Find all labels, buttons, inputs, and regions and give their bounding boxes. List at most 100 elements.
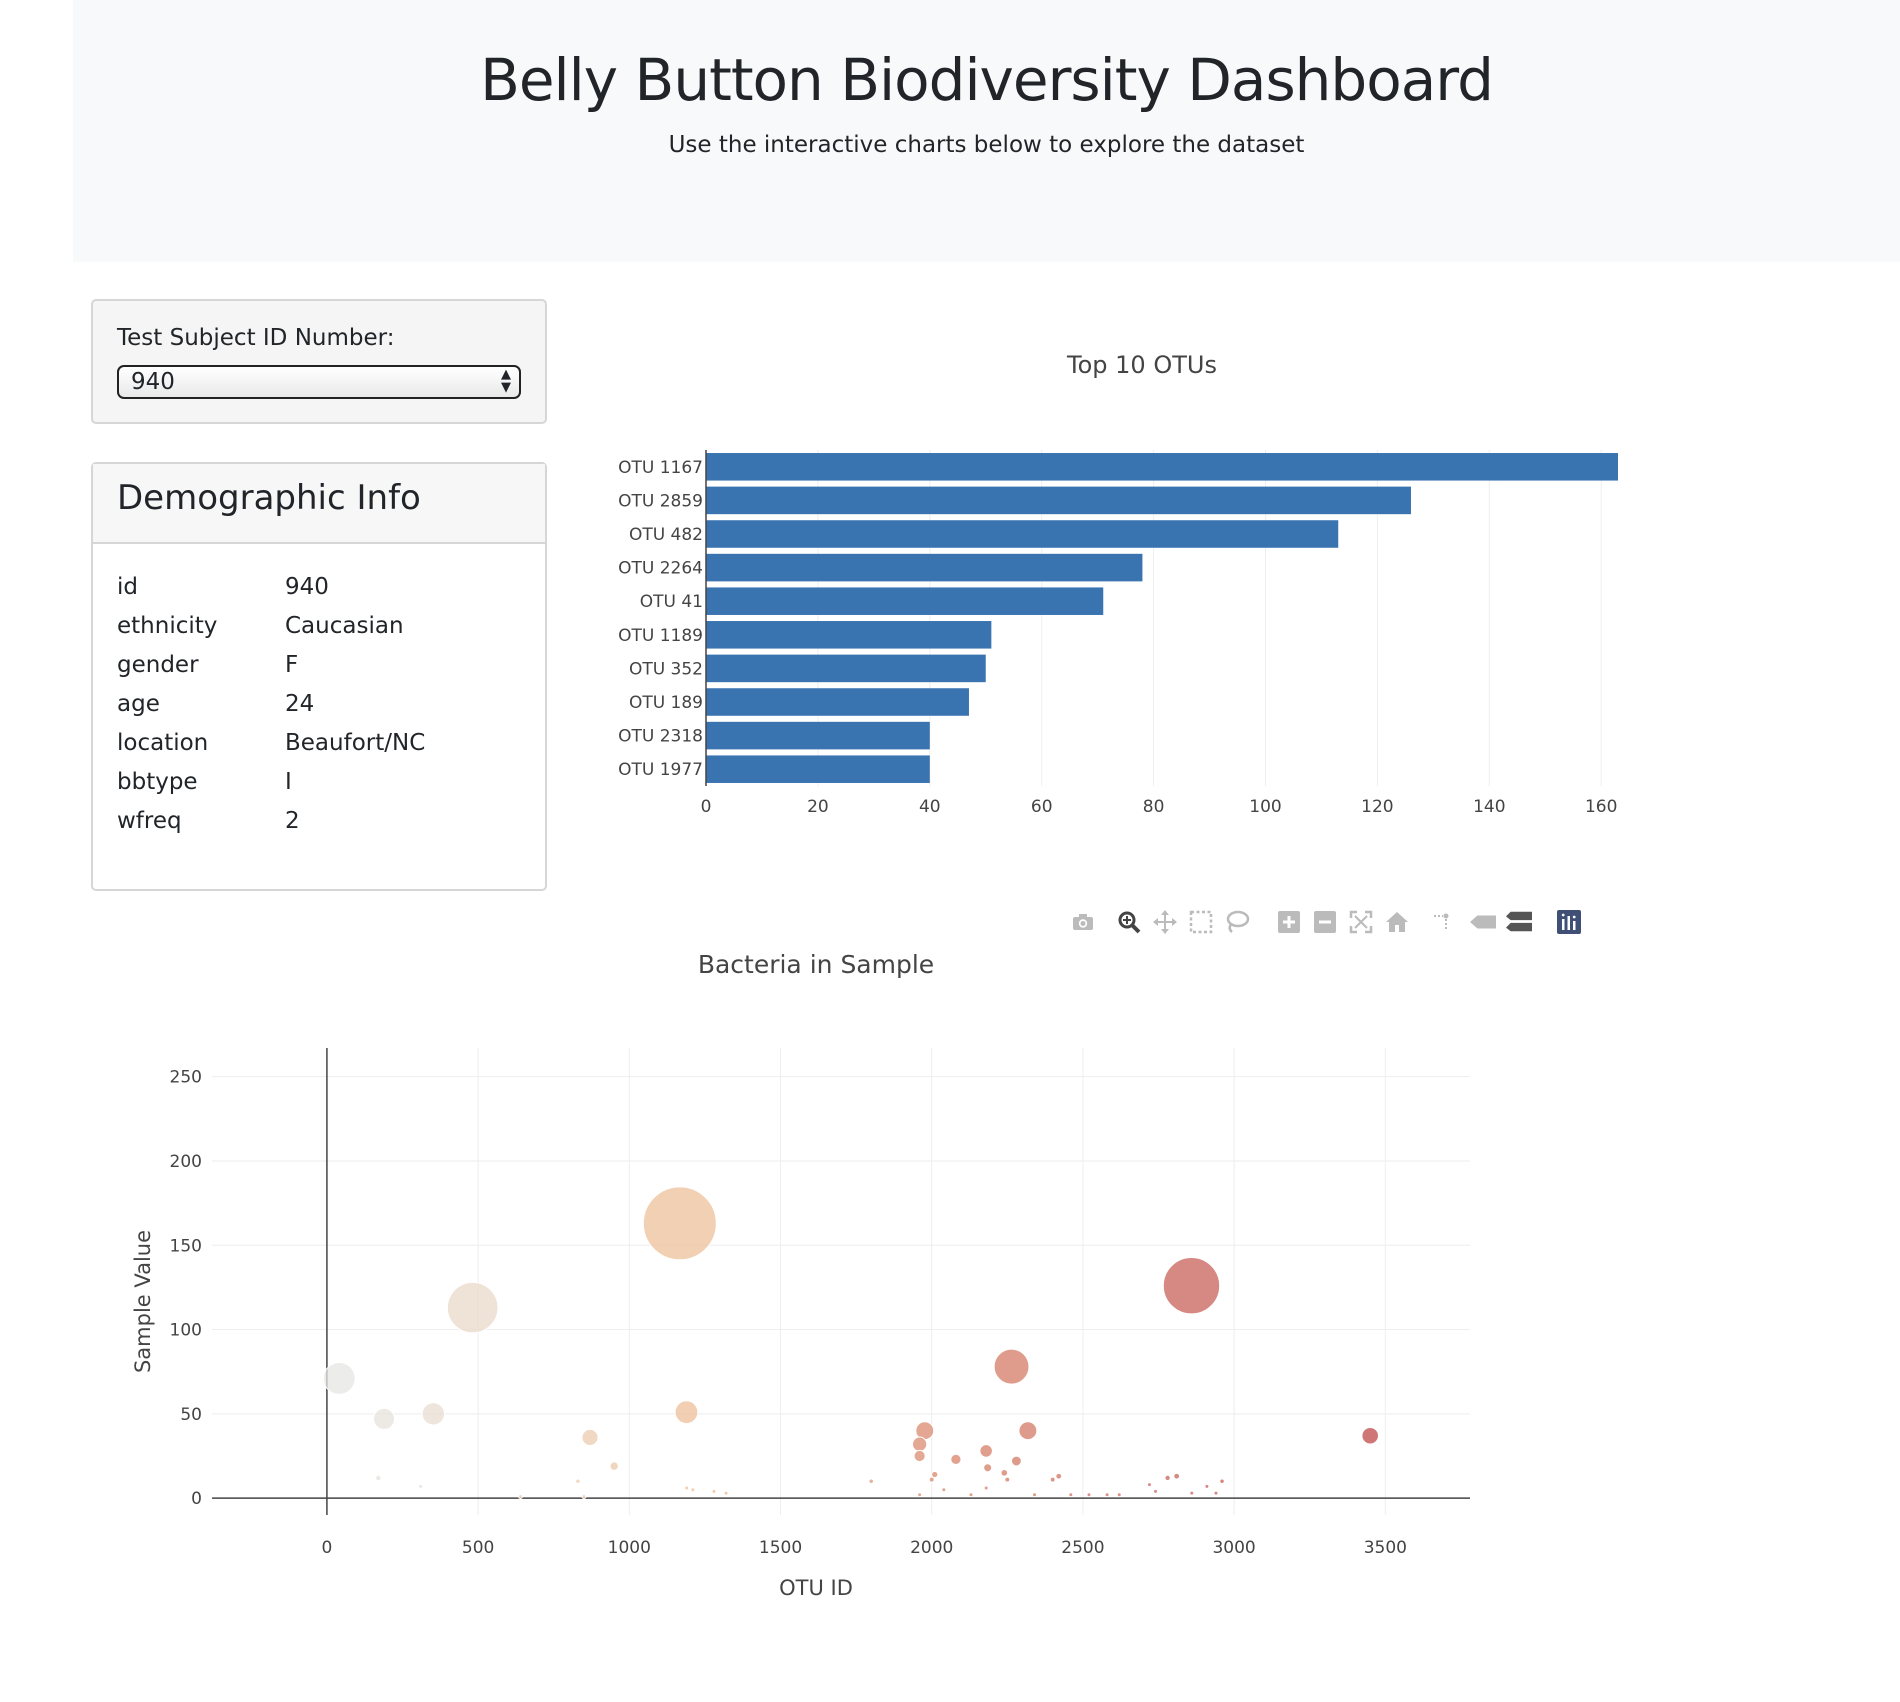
bubble-point (868, 1478, 874, 1485)
bubble-y-axis-label: Sample Value (131, 1230, 155, 1373)
bar-y-tick-label: OTU 41 (640, 592, 703, 612)
bubble-point (421, 1402, 446, 1426)
bubble-point (1213, 1490, 1219, 1496)
bubble-point (993, 1348, 1030, 1385)
bar-y-tick-label: OTU 2318 (618, 727, 703, 747)
bubble-point (913, 1449, 926, 1463)
demo-value: F (285, 652, 299, 678)
bubble-point (911, 1436, 928, 1452)
zoom-in-icon[interactable] (1276, 908, 1302, 936)
bubble-point (517, 1493, 523, 1499)
bar-x-tick-label: 140 (1473, 797, 1505, 817)
bar-x-tick-label: 0 (701, 797, 712, 817)
bubble-point (1162, 1257, 1221, 1315)
bar-otu-1167 (706, 453, 1618, 481)
hover-compare-icon[interactable] (1506, 908, 1532, 936)
subject-id-select[interactable]: 940 ▲ ▼ (117, 365, 521, 399)
demo-value: Beaufort/NC (285, 730, 426, 756)
bubble-point (322, 1362, 356, 1395)
subject-selector-panel: Test Subject ID Number: 940 ▲ ▼ (91, 299, 547, 424)
bubble-x-tick-label: 2500 (1061, 1538, 1104, 1558)
bar-y-tick-label: OTU 352 (629, 659, 703, 679)
bubble-y-tick-label: 250 (170, 1068, 202, 1088)
hover-closest-icon[interactable] (1470, 908, 1496, 936)
bubble-point (684, 1485, 690, 1491)
bubble-y-tick-label: 100 (170, 1321, 202, 1341)
zoom-icon[interactable] (1116, 908, 1142, 936)
bubble-point (575, 1478, 581, 1485)
bubble-point (1219, 1478, 1225, 1485)
bar-x-tick-label: 20 (807, 797, 829, 817)
bar-otu-189 (706, 688, 969, 716)
bar-otu-1189 (706, 621, 992, 649)
bubble-point (1018, 1421, 1038, 1441)
bubble-point (928, 1476, 935, 1483)
bubble-y-tick-label: 50 (180, 1405, 202, 1425)
bubble-point (1032, 1492, 1038, 1498)
bubble-point (581, 1493, 587, 1499)
autoscale-icon[interactable] (1348, 908, 1374, 936)
bubble-point (1173, 1472, 1181, 1480)
bar-otu-1977 (706, 755, 930, 783)
bubble-point (979, 1444, 993, 1458)
pan-icon[interactable] (1152, 908, 1178, 936)
bubble-point (418, 1483, 424, 1489)
top-otus-bar-chart[interactable]: Top 10 OTUs 0 20 40 60 80 100 120 140 160 OTU 1167… (590, 330, 1670, 820)
bubble-point (674, 1400, 699, 1425)
bubble-point (1153, 1488, 1158, 1494)
bubble-point (1055, 1472, 1063, 1480)
lasso-icon[interactable] (1224, 908, 1250, 936)
spike-lines-icon[interactable] (1430, 908, 1456, 936)
bubble-point (1086, 1492, 1092, 1498)
bubble-point (1104, 1492, 1110, 1498)
reset-axes-icon[interactable] (1384, 908, 1410, 936)
bar-otu-2264 (706, 553, 1143, 582)
bubble-point (1164, 1474, 1171, 1482)
bar-chart-title: Top 10 OTUs (1066, 351, 1217, 379)
bubble-point (609, 1461, 619, 1471)
bubble-point (723, 1490, 729, 1496)
box-select-icon[interactable] (1188, 908, 1214, 936)
bubble-point (968, 1492, 974, 1498)
bubble-x-tick-label: 1500 (759, 1538, 802, 1558)
bar-y-tick-label: OTU 2264 (618, 559, 703, 579)
plotly-modebar (1070, 908, 1590, 940)
bar-otu-41 (706, 587, 1104, 615)
bubble-point (1068, 1492, 1074, 1498)
bubble-x-tick-label: 1000 (608, 1538, 651, 1558)
bubble-x-tick-label: 0 (321, 1538, 332, 1558)
bubble-chart-title: Bacteria in Sample (698, 950, 934, 979)
demo-value: 24 (285, 691, 315, 717)
bar-otu-2859 (706, 486, 1411, 515)
bubble-point (1000, 1468, 1009, 1477)
bar-y-tick-label: OTU 1189 (618, 626, 703, 646)
demo-value: 2 (285, 808, 300, 834)
bubble-y-tick-label: 0 (191, 1489, 202, 1509)
demographic-info-panel: Demographic Info id 940 ethnicity Caucasia… (91, 462, 547, 891)
bar-x-tick-label: 80 (1143, 797, 1165, 817)
bar-y-tick-label: OTU 482 (629, 525, 703, 545)
camera-icon[interactable] (1070, 908, 1096, 936)
bubble-point (1204, 1483, 1210, 1489)
panel-title: Demographic Info (117, 478, 421, 518)
demo-key: bbtype (117, 769, 198, 795)
bubble-point (1004, 1476, 1011, 1483)
select-arrows-icon: ▲ ▼ (501, 367, 511, 395)
plotly-logo-icon[interactable] (1556, 908, 1582, 936)
bubble-point (1010, 1455, 1022, 1467)
bubble-point (373, 1407, 396, 1430)
bubble-point (642, 1186, 717, 1261)
bubble-point (983, 1463, 993, 1473)
demo-key: wfreq (117, 808, 182, 834)
bubble-point (917, 1492, 923, 1498)
demo-key: ethnicity (117, 613, 218, 639)
bar-otu-2318 (706, 721, 930, 750)
bar-y-tick-label: OTU 189 (629, 693, 703, 713)
bar-x-tick-label: 120 (1361, 797, 1393, 817)
bar-x-tick-label: 40 (919, 797, 941, 817)
bubble-point (690, 1487, 696, 1493)
panel-heading: Demographic Info (93, 464, 545, 544)
zoom-out-icon[interactable] (1312, 908, 1338, 936)
bubble-point (1189, 1490, 1195, 1496)
